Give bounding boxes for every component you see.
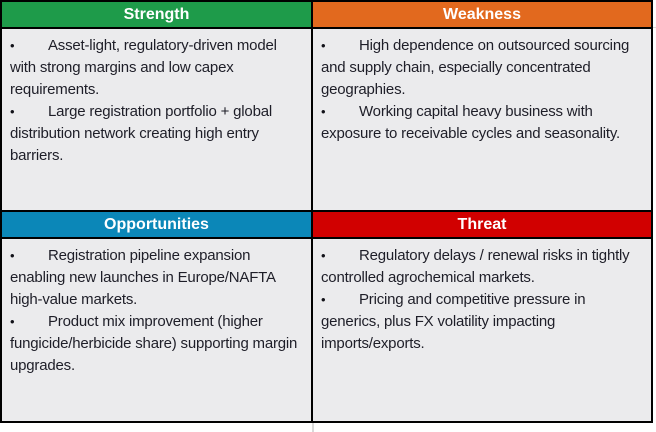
table-gridline-continuation: [312, 423, 314, 432]
list-item-text: Working capital heavy business with expo…: [321, 103, 621, 142]
strength-cell: • Asset-light, regulatory-driven model wi…: [2, 29, 311, 210]
weakness-header: Weakness: [313, 2, 651, 27]
list-item-text: Pricing and competitive pressure in gene…: [321, 291, 586, 352]
opportunities-header: Opportunities: [2, 212, 311, 237]
weakness-cell: • High dependence on outsourced sourcing …: [313, 29, 651, 210]
strength-header: Strength: [2, 2, 311, 27]
list-item: • High dependence on outsourced sourcing …: [321, 35, 644, 101]
bullet-icon: •: [10, 248, 15, 263]
list-item: • Large registration portfolio + global d…: [10, 101, 304, 167]
list-item: • Product mix improvement (higher fungici…: [10, 311, 304, 377]
list-item-text: High dependence on outsourced sourcing a…: [321, 37, 630, 98]
bullet-icon: •: [321, 38, 326, 53]
list-item: • Regulatory delays / renewal risks in ti…: [321, 245, 644, 289]
threat-header: Threat: [313, 212, 651, 237]
list-item-text: Large registration portfolio + global di…: [10, 103, 272, 164]
threat-header-label: Threat: [457, 215, 507, 233]
threat-cell: • Regulatory delays / renewal risks in ti…: [313, 239, 651, 421]
list-item-text: Product mix improvement (higher fungicid…: [10, 313, 298, 374]
list-item: • Registration pipeline expansion enablin…: [10, 245, 304, 311]
list-item: • Pricing and competitive pressure in gen…: [321, 289, 644, 355]
bullet-icon: •: [321, 248, 326, 263]
list-item-text: Regulatory delays / renewal risks in tig…: [321, 247, 630, 286]
swot-table: Strength Weakness • Asset-light, regulato…: [0, 0, 653, 423]
bullet-icon: •: [10, 38, 15, 53]
bullet-icon: •: [10, 314, 15, 329]
list-item-text: Registration pipeline expansion enabling…: [10, 247, 275, 308]
opportunities-cell: • Registration pipeline expansion enablin…: [2, 239, 311, 421]
list-item: • Working capital heavy business with exp…: [321, 101, 644, 145]
bullet-icon: •: [321, 104, 326, 119]
strength-header-label: Strength: [123, 5, 190, 23]
list-item-text: Asset-light, regulatory-driven model wit…: [10, 37, 277, 98]
weakness-header-label: Weakness: [443, 5, 521, 23]
opportunities-header-label: Opportunities: [104, 215, 209, 233]
table-gridline-continuation: [653, 27, 656, 28]
list-item: • Asset-light, regulatory-driven model wi…: [10, 35, 304, 101]
bullet-icon: •: [321, 292, 326, 307]
bullet-icon: •: [10, 104, 15, 119]
